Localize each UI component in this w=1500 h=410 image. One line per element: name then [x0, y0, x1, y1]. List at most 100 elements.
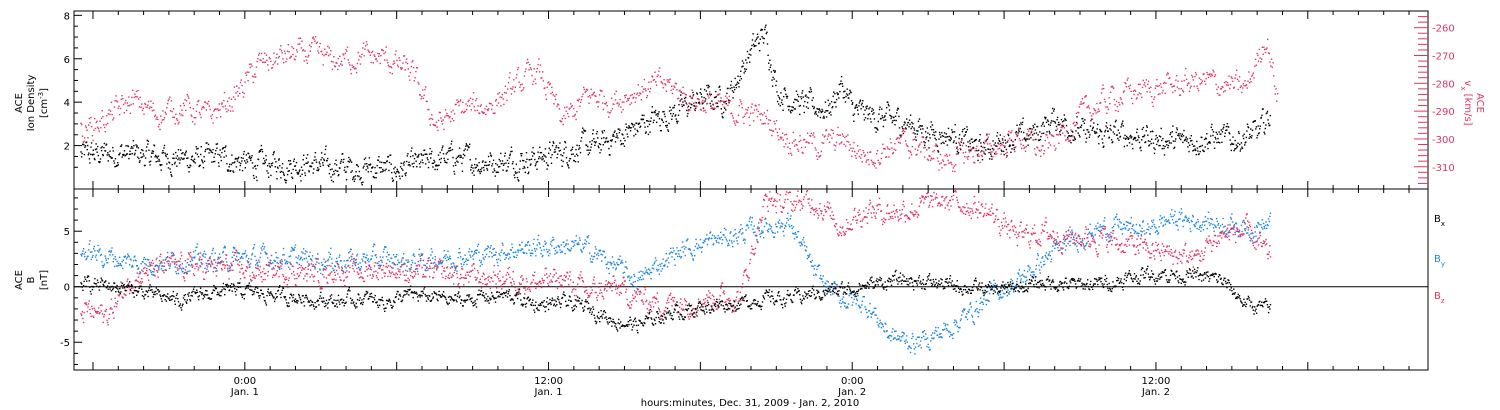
vx-series-point — [1261, 58, 1263, 60]
ion-density-series-point — [1258, 132, 1260, 134]
vx-series-point — [841, 141, 843, 143]
by-series-point — [430, 248, 433, 250]
ion-density-series-point — [1118, 139, 1120, 141]
by-series-point — [354, 263, 356, 265]
by-series-point — [261, 249, 263, 251]
ion-density-series-point — [465, 145, 467, 147]
by-series-point — [306, 251, 308, 253]
by-series-point — [165, 258, 167, 261]
by-series-point — [396, 263, 399, 266]
ion-density-series-point — [762, 42, 765, 44]
ion-density-series-point — [432, 162, 435, 164]
ion-density-series-point — [1068, 135, 1070, 137]
ion-density-series-point — [401, 175, 403, 177]
vx-series-point — [1087, 106, 1089, 108]
vx-series-point — [825, 129, 828, 131]
by-series-point — [508, 258, 510, 260]
by-series-point — [422, 253, 424, 255]
by-series-point — [313, 265, 315, 267]
vx-series-point — [415, 67, 418, 69]
vx-series-point — [200, 116, 202, 119]
by-series-point — [485, 248, 487, 250]
ion-density-series-point — [589, 141, 591, 143]
ion-density-series-point — [873, 118, 876, 120]
by-series-point — [678, 253, 680, 255]
ion-density-tick-label: 8 — [64, 11, 70, 22]
vx-series-point — [667, 81, 669, 83]
ion-density-series-point — [808, 97, 810, 99]
vx-series-point — [794, 145, 796, 147]
ion-density-series-point — [355, 171, 357, 173]
vx-series-point — [554, 98, 557, 101]
vx-series-point — [491, 108, 493, 111]
vx-series-point — [984, 140, 986, 142]
ion-density-series-point — [520, 155, 523, 157]
ion-density-series-point — [1266, 112, 1268, 114]
vx-series-point — [712, 108, 714, 110]
vx-series-point — [455, 103, 457, 106]
by-series-point — [521, 241, 523, 244]
vx-series-point — [721, 103, 724, 106]
vx-series-point — [765, 115, 767, 118]
vx-series-point — [917, 149, 919, 151]
ion-density-series-point — [914, 136, 917, 138]
ion-density-series-point — [707, 84, 710, 87]
vx-series-point — [961, 144, 964, 147]
ion-density-series-point — [1264, 133, 1266, 135]
by-series-point — [151, 271, 154, 273]
ion-density-series-point — [871, 110, 873, 112]
ion-density-series-point — [97, 145, 99, 148]
by-series-point — [444, 257, 447, 260]
by-series-point — [298, 263, 300, 266]
ion-density-series-point — [303, 154, 305, 156]
vx-series-point — [819, 154, 822, 157]
by-series-point — [424, 264, 426, 267]
vx-series-point — [371, 51, 373, 54]
ion-density-series-point — [912, 122, 914, 125]
ion-density-series-point — [351, 170, 353, 172]
ion-density-series-point — [864, 109, 866, 111]
ion-density-series-point — [372, 166, 374, 168]
vx-series-point — [1178, 88, 1180, 90]
ion-density-series-point — [1103, 135, 1106, 137]
by-series-point — [753, 225, 755, 227]
ion-density-series-point — [933, 131, 935, 134]
ion-density-series-point — [1055, 129, 1057, 132]
vx-series-point — [261, 61, 264, 63]
vx-series-point — [220, 116, 222, 118]
ion-density-plot-frame — [73, 10, 1429, 190]
ion-density-series-point — [1075, 121, 1078, 124]
ion-density-series-point — [766, 31, 768, 33]
vx-series-point — [1230, 76, 1232, 78]
ion-density-series-point — [117, 162, 119, 164]
ion-density-series-point — [207, 148, 209, 150]
by-series-point — [524, 245, 526, 247]
ion-density-series-point — [660, 130, 662, 132]
ion-density-series-point — [1172, 125, 1174, 127]
vx-series-point — [512, 86, 514, 88]
vx-series-point — [661, 82, 664, 85]
ion-density-series-point — [181, 158, 184, 160]
vx-series-point — [857, 145, 859, 147]
by-series-point — [686, 239, 688, 241]
ion-density-series-point — [698, 101, 700, 103]
vx-series-point — [830, 129, 832, 131]
ion-density-series-point — [504, 152, 506, 154]
ion-density-series-point — [882, 125, 885, 128]
by-series-point — [260, 252, 262, 254]
ion-density-series-point — [767, 54, 769, 56]
by-series-point — [723, 234, 725, 236]
ion-density-series-point — [1039, 138, 1042, 141]
by-series-point — [191, 259, 194, 262]
by-series-point — [297, 257, 299, 259]
ion-density-series-point — [622, 134, 624, 136]
vx-series-point — [583, 86, 585, 89]
vx-series-point — [338, 65, 340, 67]
vx-series-point — [332, 61, 334, 63]
ion-density-series-point — [179, 159, 181, 161]
ion-density-series-point — [167, 157, 169, 160]
vx-series-point — [634, 101, 636, 103]
vx-series-point — [438, 111, 441, 114]
ion-density-series-point — [716, 102, 719, 104]
vx-series-point — [84, 137, 86, 139]
